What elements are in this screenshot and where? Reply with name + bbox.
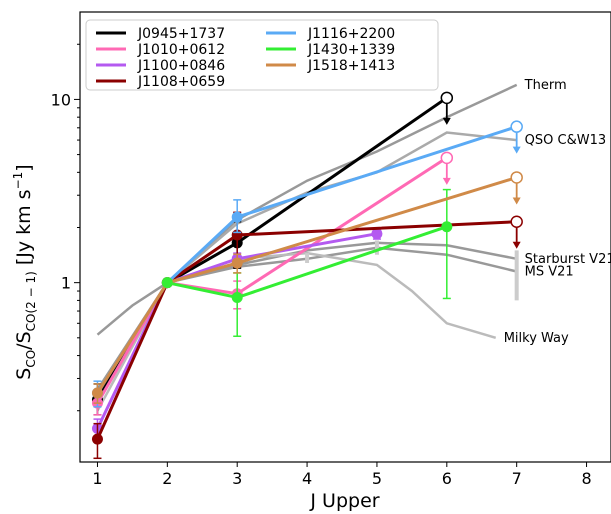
upper-limit-marker-3 [510, 215, 523, 228]
x-tick-label-4: 5 [372, 469, 382, 488]
point-6-0 [91, 387, 103, 399]
y-title-den: /S [13, 331, 35, 349]
y-title-unit: [Jy km s [13, 189, 35, 271]
upper-limit-arrow-0 [442, 117, 451, 125]
x-tick-label-2: 3 [232, 469, 242, 488]
legend-label-0: J0945+1737 [137, 26, 225, 42]
reference-label-0: Therm [524, 78, 567, 93]
y-title-sub-num: CO [24, 350, 38, 368]
x-axis-title: J Upper [309, 490, 379, 512]
reference-label-3: MS V21 [525, 265, 574, 280]
point-3-0 [91, 433, 103, 445]
upper-limit-marker-1 [440, 151, 454, 165]
axes-layer: 1 2 3 4 5 6 7 8 1 10 [51, 11, 611, 488]
x-tick-label-5: 6 [442, 469, 452, 488]
legend-label-4: J1116+2200 [307, 26, 395, 42]
upper-limit-arrow-3 [512, 241, 521, 249]
upper-limit-arrow-1 [442, 177, 451, 185]
upper-limit-arrow-4 [512, 146, 521, 154]
legend-label-2: J1100+0846 [137, 58, 225, 74]
legend-box [85, 19, 439, 91]
x-tick-label-7: 8 [581, 469, 591, 488]
reference-line-2 [96, 241, 517, 391]
series-line-2 [96, 232, 378, 430]
x-tick-label-6: 7 [512, 469, 522, 488]
upper-limit-marker-4 [510, 120, 523, 133]
legend-label-3: J1108+0659 [137, 74, 225, 90]
y-title-unit-end: ] [13, 164, 35, 171]
y-axis-title: SCO/SCO(2 − 1) [Jy km s−1] [11, 164, 38, 379]
series-line-1 [96, 156, 448, 404]
reference-line-1 [96, 131, 517, 397]
plot-frame [79, 11, 611, 463]
point-4-2 [231, 211, 243, 223]
legend-label-5: J1430+1339 [307, 42, 395, 58]
y-title-unit-exp: −1 [11, 172, 25, 190]
point-2-3 [371, 228, 383, 240]
series-line-6 [96, 176, 518, 394]
point-5-1 [231, 291, 243, 303]
reference-label-1: QSO C&W13 [525, 133, 606, 148]
legend-label-6: J1518+1413 [307, 58, 395, 74]
upper-limit-marker-0 [440, 91, 454, 105]
reference-label-2: Starburst V21 [525, 252, 611, 267]
y-tick-label-0: 1 [61, 274, 71, 293]
upper-limit-arrow-6 [512, 197, 521, 205]
anchor-point [161, 277, 173, 289]
x-tick-label-0: 1 [92, 469, 102, 488]
point-5-2 [441, 221, 453, 233]
legend-label-1: J1010+0612 [137, 42, 225, 58]
y-title-sub-den: CO(2 − 1) [24, 271, 38, 331]
x-tick-label-1: 2 [162, 469, 172, 488]
data-series-layer [91, 91, 523, 460]
reference-label-4: Milky Way [504, 331, 569, 346]
y-title-main: S [13, 368, 35, 380]
upper-limit-marker-6 [510, 171, 523, 184]
x-tick-label-3: 4 [302, 469, 312, 488]
point-6-2 [231, 257, 243, 269]
y-tick-label-1: 10 [51, 90, 71, 109]
reference-line-3 [96, 246, 517, 391]
reference-line-0 [96, 83, 518, 336]
series-line-3 [96, 220, 517, 440]
legend: J0945+1737J1010+0612J1100+0846J1108+0659… [85, 19, 439, 91]
